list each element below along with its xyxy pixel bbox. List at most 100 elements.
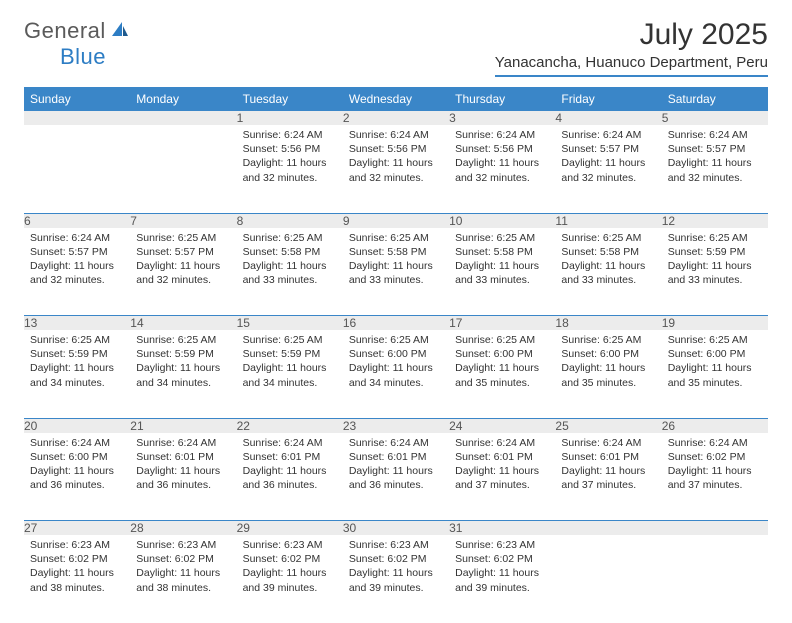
day-header: Wednesday	[343, 87, 449, 111]
day-number: 27	[24, 521, 130, 535]
daynum-row: 12345	[24, 111, 768, 125]
day-cell: Sunrise: 6:25 AMSunset: 5:59 PMDaylight:…	[130, 330, 236, 418]
day-number: 8	[237, 214, 343, 228]
empty-day-number	[555, 521, 661, 535]
day-number: 26	[662, 419, 768, 433]
content-row: Sunrise: 6:23 AMSunset: 6:02 PMDaylight:…	[24, 535, 768, 623]
day-cell: Sunrise: 6:25 AMSunset: 5:58 PMDaylight:…	[237, 228, 343, 316]
day-details: Sunrise: 6:25 AMSunset: 6:00 PMDaylight:…	[343, 330, 449, 396]
day-number: 3	[449, 111, 555, 125]
day-number: 12	[662, 214, 768, 228]
daynum-row: 13141516171819	[24, 316, 768, 330]
day-details: Sunrise: 6:25 AMSunset: 5:58 PMDaylight:…	[343, 228, 449, 294]
day-number: 2	[343, 111, 449, 125]
day-details: Sunrise: 6:23 AMSunset: 6:02 PMDaylight:…	[343, 535, 449, 601]
day-number: 7	[130, 214, 236, 228]
brand-sail-icon	[110, 20, 130, 43]
day-number: 5	[662, 111, 768, 125]
content-row: Sunrise: 6:24 AMSunset: 5:56 PMDaylight:…	[24, 125, 768, 213]
day-details: Sunrise: 6:24 AMSunset: 5:57 PMDaylight:…	[24, 228, 130, 294]
day-number: 6	[24, 214, 130, 228]
page-header: General July 2025 Yanacancha, Huanuco De…	[0, 0, 792, 81]
content-row: Sunrise: 6:24 AMSunset: 5:57 PMDaylight:…	[24, 228, 768, 316]
day-header: Sunday	[24, 87, 130, 111]
day-details: Sunrise: 6:25 AMSunset: 5:59 PMDaylight:…	[662, 228, 768, 294]
day-details: Sunrise: 6:25 AMSunset: 5:59 PMDaylight:…	[130, 330, 236, 396]
day-details: Sunrise: 6:25 AMSunset: 6:00 PMDaylight:…	[662, 330, 768, 396]
day-details: Sunrise: 6:24 AMSunset: 5:56 PMDaylight:…	[343, 125, 449, 191]
day-cell: Sunrise: 6:25 AMSunset: 5:59 PMDaylight:…	[662, 228, 768, 316]
day-cell: Sunrise: 6:23 AMSunset: 6:02 PMDaylight:…	[449, 535, 555, 623]
day-details: Sunrise: 6:24 AMSunset: 5:57 PMDaylight:…	[555, 125, 661, 191]
brand-text-blue: Blue	[60, 44, 106, 69]
day-number: 23	[343, 419, 449, 433]
day-details: Sunrise: 6:24 AMSunset: 6:00 PMDaylight:…	[24, 433, 130, 499]
day-cell: Sunrise: 6:23 AMSunset: 6:02 PMDaylight:…	[24, 535, 130, 623]
day-details: Sunrise: 6:25 AMSunset: 6:00 PMDaylight:…	[555, 330, 661, 396]
day-cell: Sunrise: 6:24 AMSunset: 6:00 PMDaylight:…	[24, 433, 130, 521]
day-cell: Sunrise: 6:25 AMSunset: 6:00 PMDaylight:…	[449, 330, 555, 418]
day-details: Sunrise: 6:24 AMSunset: 6:01 PMDaylight:…	[130, 433, 236, 499]
day-cell: Sunrise: 6:24 AMSunset: 5:57 PMDaylight:…	[555, 125, 661, 213]
day-cell: Sunrise: 6:23 AMSunset: 6:02 PMDaylight:…	[237, 535, 343, 623]
day-number: 10	[449, 214, 555, 228]
day-cell: Sunrise: 6:24 AMSunset: 5:56 PMDaylight:…	[343, 125, 449, 213]
day-details: Sunrise: 6:25 AMSunset: 5:57 PMDaylight:…	[130, 228, 236, 294]
day-details: Sunrise: 6:24 AMSunset: 6:01 PMDaylight:…	[555, 433, 661, 499]
day-number: 22	[237, 419, 343, 433]
brand-text-general: General	[24, 18, 106, 44]
day-header: Friday	[555, 87, 661, 111]
day-cell: Sunrise: 6:24 AMSunset: 6:01 PMDaylight:…	[130, 433, 236, 521]
day-cell: Sunrise: 6:24 AMSunset: 5:57 PMDaylight:…	[24, 228, 130, 316]
day-number: 13	[24, 316, 130, 330]
day-cell: Sunrise: 6:24 AMSunset: 6:01 PMDaylight:…	[555, 433, 661, 521]
calendar-body: 12345Sunrise: 6:24 AMSunset: 5:56 PMDayl…	[24, 111, 768, 623]
daynum-row: 6789101112	[24, 214, 768, 228]
day-cell: Sunrise: 6:25 AMSunset: 5:58 PMDaylight:…	[343, 228, 449, 316]
day-details: Sunrise: 6:25 AMSunset: 5:59 PMDaylight:…	[237, 330, 343, 396]
day-number: 4	[555, 111, 661, 125]
empty-cell	[662, 535, 768, 623]
title-block: July 2025 Yanacancha, Huanuco Department…	[495, 18, 768, 77]
day-cell: Sunrise: 6:24 AMSunset: 6:01 PMDaylight:…	[343, 433, 449, 521]
day-header-row: SundayMondayTuesdayWednesdayThursdayFrid…	[24, 87, 768, 111]
day-number: 30	[343, 521, 449, 535]
day-number: 18	[555, 316, 661, 330]
day-cell: Sunrise: 6:25 AMSunset: 6:00 PMDaylight:…	[662, 330, 768, 418]
day-cell: Sunrise: 6:24 AMSunset: 6:01 PMDaylight:…	[449, 433, 555, 521]
content-row: Sunrise: 6:25 AMSunset: 5:59 PMDaylight:…	[24, 330, 768, 418]
day-cell: Sunrise: 6:25 AMSunset: 5:58 PMDaylight:…	[555, 228, 661, 316]
day-number: 1	[237, 111, 343, 125]
day-details: Sunrise: 6:24 AMSunset: 5:57 PMDaylight:…	[662, 125, 768, 191]
day-number: 28	[130, 521, 236, 535]
day-details: Sunrise: 6:24 AMSunset: 6:01 PMDaylight:…	[449, 433, 555, 499]
day-details: Sunrise: 6:25 AMSunset: 6:00 PMDaylight:…	[449, 330, 555, 396]
empty-day-number	[24, 111, 130, 125]
day-header: Tuesday	[237, 87, 343, 111]
day-cell: Sunrise: 6:25 AMSunset: 6:00 PMDaylight:…	[555, 330, 661, 418]
daynum-row: 2728293031	[24, 521, 768, 535]
day-header: Thursday	[449, 87, 555, 111]
day-cell: Sunrise: 6:24 AMSunset: 6:01 PMDaylight:…	[237, 433, 343, 521]
day-number: 31	[449, 521, 555, 535]
day-cell: Sunrise: 6:24 AMSunset: 6:02 PMDaylight:…	[662, 433, 768, 521]
daynum-row: 20212223242526	[24, 419, 768, 433]
day-number: 16	[343, 316, 449, 330]
day-number: 24	[449, 419, 555, 433]
day-cell: Sunrise: 6:23 AMSunset: 6:02 PMDaylight:…	[130, 535, 236, 623]
day-details: Sunrise: 6:23 AMSunset: 6:02 PMDaylight:…	[449, 535, 555, 601]
day-cell: Sunrise: 6:24 AMSunset: 5:56 PMDaylight:…	[237, 125, 343, 213]
day-header: Monday	[130, 87, 236, 111]
day-details: Sunrise: 6:24 AMSunset: 6:01 PMDaylight:…	[343, 433, 449, 499]
day-number: 11	[555, 214, 661, 228]
day-cell: Sunrise: 6:23 AMSunset: 6:02 PMDaylight:…	[343, 535, 449, 623]
day-details: Sunrise: 6:24 AMSunset: 6:01 PMDaylight:…	[237, 433, 343, 499]
content-row: Sunrise: 6:24 AMSunset: 6:00 PMDaylight:…	[24, 433, 768, 521]
day-details: Sunrise: 6:25 AMSunset: 5:58 PMDaylight:…	[237, 228, 343, 294]
calendar-table: SundayMondayTuesdayWednesdayThursdayFrid…	[24, 87, 768, 623]
empty-cell	[24, 125, 130, 213]
month-title: July 2025	[495, 18, 768, 52]
day-cell: Sunrise: 6:25 AMSunset: 6:00 PMDaylight:…	[343, 330, 449, 418]
day-details: Sunrise: 6:25 AMSunset: 5:58 PMDaylight:…	[449, 228, 555, 294]
brand-logo: General	[24, 18, 132, 44]
